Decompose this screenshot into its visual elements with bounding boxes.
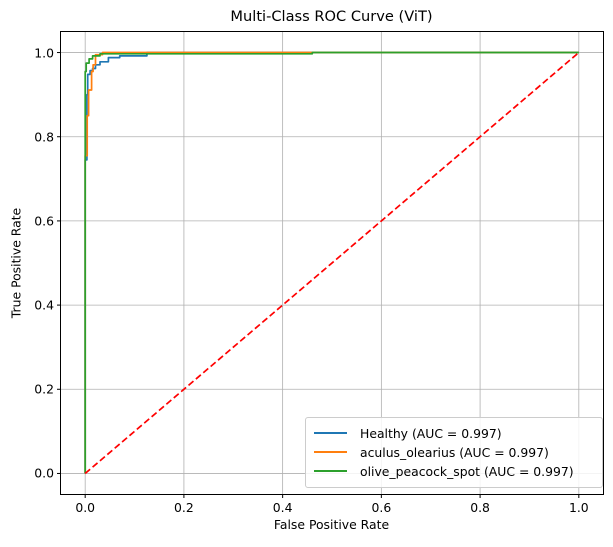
x-axis-label: False Positive Rate [273,517,390,532]
y-tick-label: 0.6 [34,213,54,229]
x-tick-label: 0.2 [174,500,194,515]
legend: Healthy (AUC = 0.997) aculus_olearius (AU… [305,417,603,488]
y-tick-label: 0.4 [34,297,54,313]
x-tick-label: 0.0 [75,500,96,515]
x-tick-label: 1.0 [568,500,589,515]
y-tick-label: 0.0 [34,465,54,481]
legend-label: aculus_olearius (AUC = 0.997) [360,444,549,460]
roc-curve-olive_peacock_spot [84,51,579,474]
x-tick-label: 0.8 [470,500,490,515]
legend-line-sample [314,432,347,435]
legend-item-Healthy: Healthy (AUC = 0.997) [314,427,594,441]
legend-line-sample [314,470,347,473]
legend-label: olive_peacock_spot (AUC = 0.997) [360,463,574,479]
chart-title: Multi-Class ROC Curve (ViT) [230,8,433,25]
axes-spines [60,31,604,495]
y-tick-label: 1.0 [34,45,54,61]
y-tick-label: 0.8 [34,129,54,145]
legend-item-olive_peacock_spot: olive_peacock_spot (AUC = 0.997) [314,465,594,479]
legend-item-aculus_olearius: aculus_olearius (AUC = 0.997) [314,446,594,460]
x-tick-label: 0.4 [272,500,293,515]
legend-line-sample [314,451,347,454]
chance-diagonal [84,51,580,475]
legend-label: Healthy (AUC = 0.997) [360,425,502,441]
x-tick-label: 0.6 [371,500,392,515]
roc-curve-Healthy [84,51,579,474]
y-tick-label: 0.2 [34,381,54,397]
